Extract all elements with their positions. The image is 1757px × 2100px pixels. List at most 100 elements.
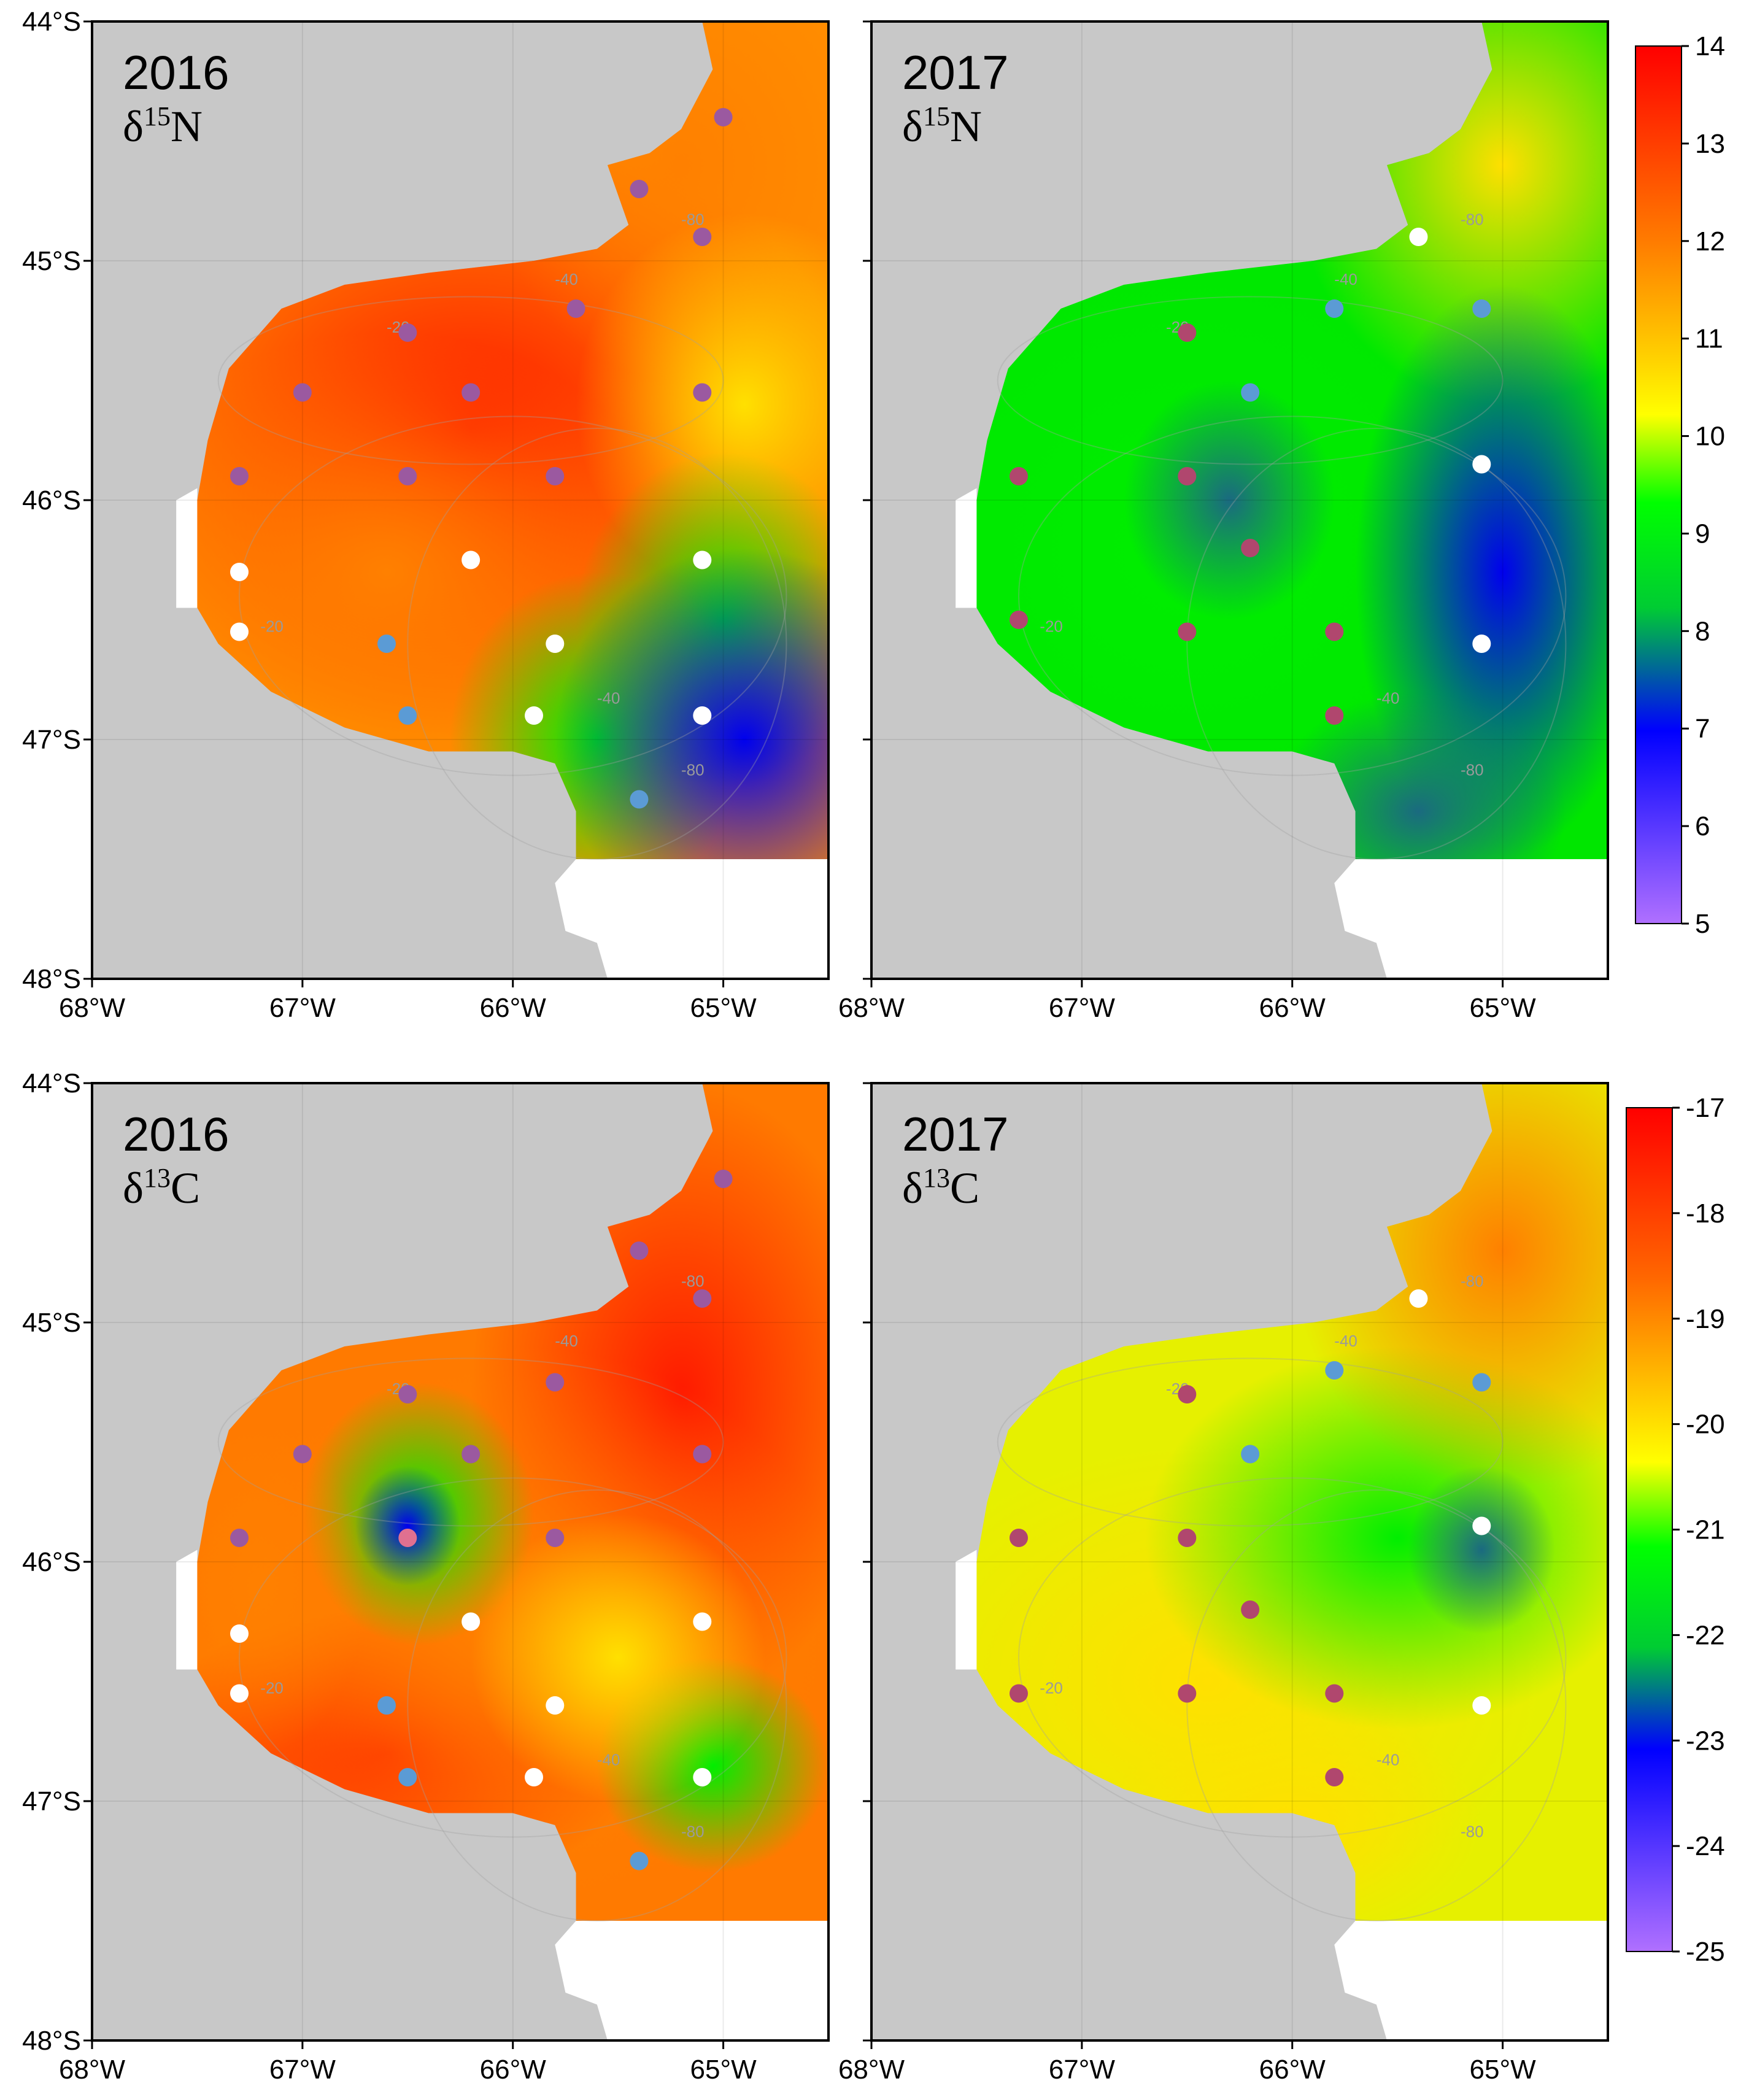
colorbar-tick-label: -17 [1686, 1093, 1725, 1123]
colorbar-tick-label: 13 [1695, 129, 1725, 159]
lon-tick-label: 67°W [269, 993, 336, 1023]
stations [1010, 1289, 1491, 1786]
lon-tick-label: 65°W [690, 2055, 757, 2085]
graticule [871, 21, 1608, 979]
lon-tick-label: 66°W [480, 993, 547, 1023]
station-white [230, 622, 249, 641]
station-purple [293, 383, 312, 402]
station-purple [693, 1445, 712, 1464]
contour-label: -40 [1334, 270, 1357, 288]
station-purple [398, 323, 417, 342]
station-white [525, 1768, 543, 1786]
station-blue [1241, 1445, 1260, 1464]
station-magenta [1325, 622, 1344, 641]
station-magenta [1178, 323, 1197, 342]
station-purple [398, 1385, 417, 1403]
map-panels: -20 -80 -40 -20 -40 -80 68°W 67°W 66°W 65°W 44°S 45… [22, 7, 1609, 2085]
axis-ticks: 68°W 67°W 66°W 65°W [838, 20, 1536, 1023]
contour-label: -80 [681, 1823, 705, 1841]
contour-label: -20 [260, 1679, 284, 1697]
lon-tick-label: 66°W [480, 2055, 547, 2085]
station-purple [293, 1445, 312, 1464]
sea-unsurveyed-west [956, 1550, 977, 1670]
lon-tick-label: 68°W [838, 993, 905, 1023]
station-white [693, 706, 712, 725]
station-blue [1472, 299, 1491, 318]
colorbar-tick-label: 9 [1695, 519, 1710, 549]
station-white [546, 635, 565, 653]
axis-ticks: 68°W 67°W 66°W 65°W 44°S 45°S 46°S 47°S 48°S [22, 7, 757, 1023]
colorbar-tick-label: 14 [1695, 31, 1725, 61]
station-blue [398, 706, 417, 725]
station-white [1472, 1516, 1491, 1535]
station-magenta [1241, 1600, 1260, 1619]
sea-unsurveyed-south [555, 1921, 828, 2040]
station-white [1472, 635, 1491, 653]
bathymetry-contours: -20-80-40-20-40-80 [997, 1272, 1567, 1921]
panel-year: 2016 [123, 45, 230, 99]
colorbar-tick-label: -21 [1686, 1515, 1725, 1545]
stations [230, 108, 733, 809]
station-white [693, 1768, 712, 1786]
station-blue [1472, 1373, 1491, 1392]
station-magenta [1178, 622, 1197, 641]
lat-tick-label: 44°S [22, 1068, 81, 1098]
station-magenta [1325, 706, 1344, 725]
colorbar-tick-label: -25 [1686, 1937, 1725, 1967]
station-white [230, 1684, 249, 1703]
colorbar-tick-label: 6 [1695, 811, 1710, 841]
colorbar-tick-label: -20 [1686, 1410, 1725, 1440]
colorbar-ramp [1635, 45, 1682, 924]
station-purple [546, 1529, 565, 1547]
lon-tick-label: 67°W [269, 2055, 336, 2085]
station-white [1472, 1696, 1491, 1715]
station-purple [230, 467, 249, 485]
station-magenta [1178, 467, 1197, 485]
panel-year: 2017 [902, 1107, 1009, 1161]
contour-label: -40 [1334, 1332, 1357, 1350]
axis-ticks: 68°W 67°W 66°W 65°W [838, 1082, 1536, 2085]
station-magenta [1325, 1684, 1344, 1703]
colorbar-tick-label: -18 [1686, 1199, 1725, 1229]
lon-tick-label: 68°W [59, 993, 126, 1023]
sea-unsurveyed-west [956, 488, 977, 608]
station-white [546, 1696, 565, 1715]
lat-tick-label: 47°S [22, 725, 81, 755]
panel-year: 2016 [123, 1107, 230, 1161]
station-white [1409, 228, 1428, 246]
colorbar-tick-label: 7 [1695, 714, 1710, 744]
station-purple [398, 467, 417, 485]
contour-label: -80 [1461, 1272, 1484, 1291]
panel-isotope: δ13C [123, 1163, 200, 1213]
station-white [461, 550, 481, 569]
station-purple [461, 383, 481, 402]
station-purple [230, 1529, 249, 1547]
sea-unsurveyed-south [1334, 1921, 1608, 2040]
panel-year: 2017 [902, 45, 1009, 99]
colorbar-d15N: 14 13 12 11 10 9 8 7 6 5 [1635, 31, 1725, 939]
lat-tick-label: 44°S [22, 7, 81, 37]
contour-label: -80 [681, 1272, 705, 1291]
colorbar-ramp [1626, 1107, 1673, 1952]
station-white [1472, 455, 1491, 474]
station-white [461, 1612, 481, 1631]
graticule [92, 21, 828, 979]
lat-tick-label: 46°S [22, 485, 81, 515]
station-purple [714, 108, 733, 126]
contour-label: -80 [1461, 1823, 1484, 1841]
colorbar-tick-label: 8 [1695, 616, 1710, 646]
contour-label: -40 [597, 689, 620, 708]
station-white [1409, 1289, 1428, 1308]
colorbar-tick-label: -22 [1686, 1620, 1725, 1650]
station-pink [398, 1529, 417, 1547]
station-magenta [1010, 467, 1028, 485]
stations [230, 1170, 733, 1870]
station-purple [630, 1241, 649, 1260]
station-purple [693, 1289, 712, 1308]
station-white [230, 1624, 249, 1643]
station-magenta [1178, 1684, 1197, 1703]
station-purple [546, 467, 565, 485]
station-blue [1325, 299, 1344, 318]
